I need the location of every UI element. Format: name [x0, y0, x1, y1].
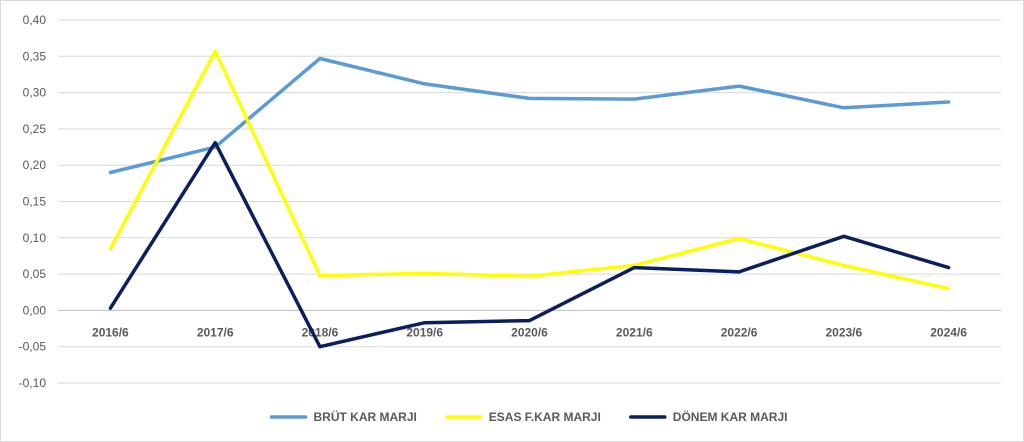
x-tick-label: 2020/6	[511, 325, 548, 339]
legend-label: ESAS F.KAR MARJI	[489, 410, 601, 424]
legend-item: DÖNEM KAR MARJI	[629, 409, 788, 424]
y-tick-label: 0,35	[23, 49, 47, 63]
x-tick-label: 2016/6	[92, 325, 129, 339]
x-tick-label: 2023/6	[825, 325, 862, 339]
x-tick-label: 2022/6	[721, 325, 758, 339]
y-tick-label: 0,15	[23, 195, 47, 209]
y-tick-label: 0,05	[23, 267, 47, 281]
series-line-2	[108, 49, 951, 291]
x-tick-label: 2024/6	[930, 325, 967, 339]
x-tick-label: 2018/6	[302, 325, 339, 339]
y-tick-label: -0,05	[19, 340, 47, 354]
y-tick-label: 0,00	[23, 303, 47, 317]
x-tick-label: 2017/6	[197, 325, 234, 339]
y-tick-label: 0,20	[23, 158, 47, 172]
x-tick-label: 2019/6	[406, 325, 443, 339]
y-axis-tick-labels: 0,40 0,35 0,30 0,25 0,20 0,15 0,10 0,05 0,00 -0,0…	[19, 13, 47, 390]
legend-label: DÖNEM KAR MARJI	[673, 409, 788, 424]
gridlines	[58, 19, 1001, 384]
x-tick-label: 2021/6	[616, 325, 653, 339]
y-tick-label: 0,10	[23, 231, 47, 245]
series-lines	[108, 49, 951, 349]
y-tick-label: -0,10	[19, 376, 47, 390]
legend-label: BRÜT KAR MARJI	[314, 409, 417, 424]
series-line-1	[108, 56, 951, 175]
y-tick-label: 0,40	[23, 13, 47, 27]
legend: BRÜT KAR MARJI ESAS F.KAR MARJI DÖNEM KAR …	[269, 409, 788, 424]
legend-item: BRÜT KAR MARJI	[269, 409, 417, 424]
legend-item: ESAS F.KAR MARJI	[445, 410, 601, 424]
series-line-3	[108, 140, 951, 349]
x-axis-tick-labels: 2016/6 2017/6 2018/6 2019/6 2020/6 2021/6 2022…	[92, 325, 967, 339]
y-tick-label: 0,30	[23, 86, 47, 100]
y-tick-label: 0,25	[23, 122, 47, 136]
